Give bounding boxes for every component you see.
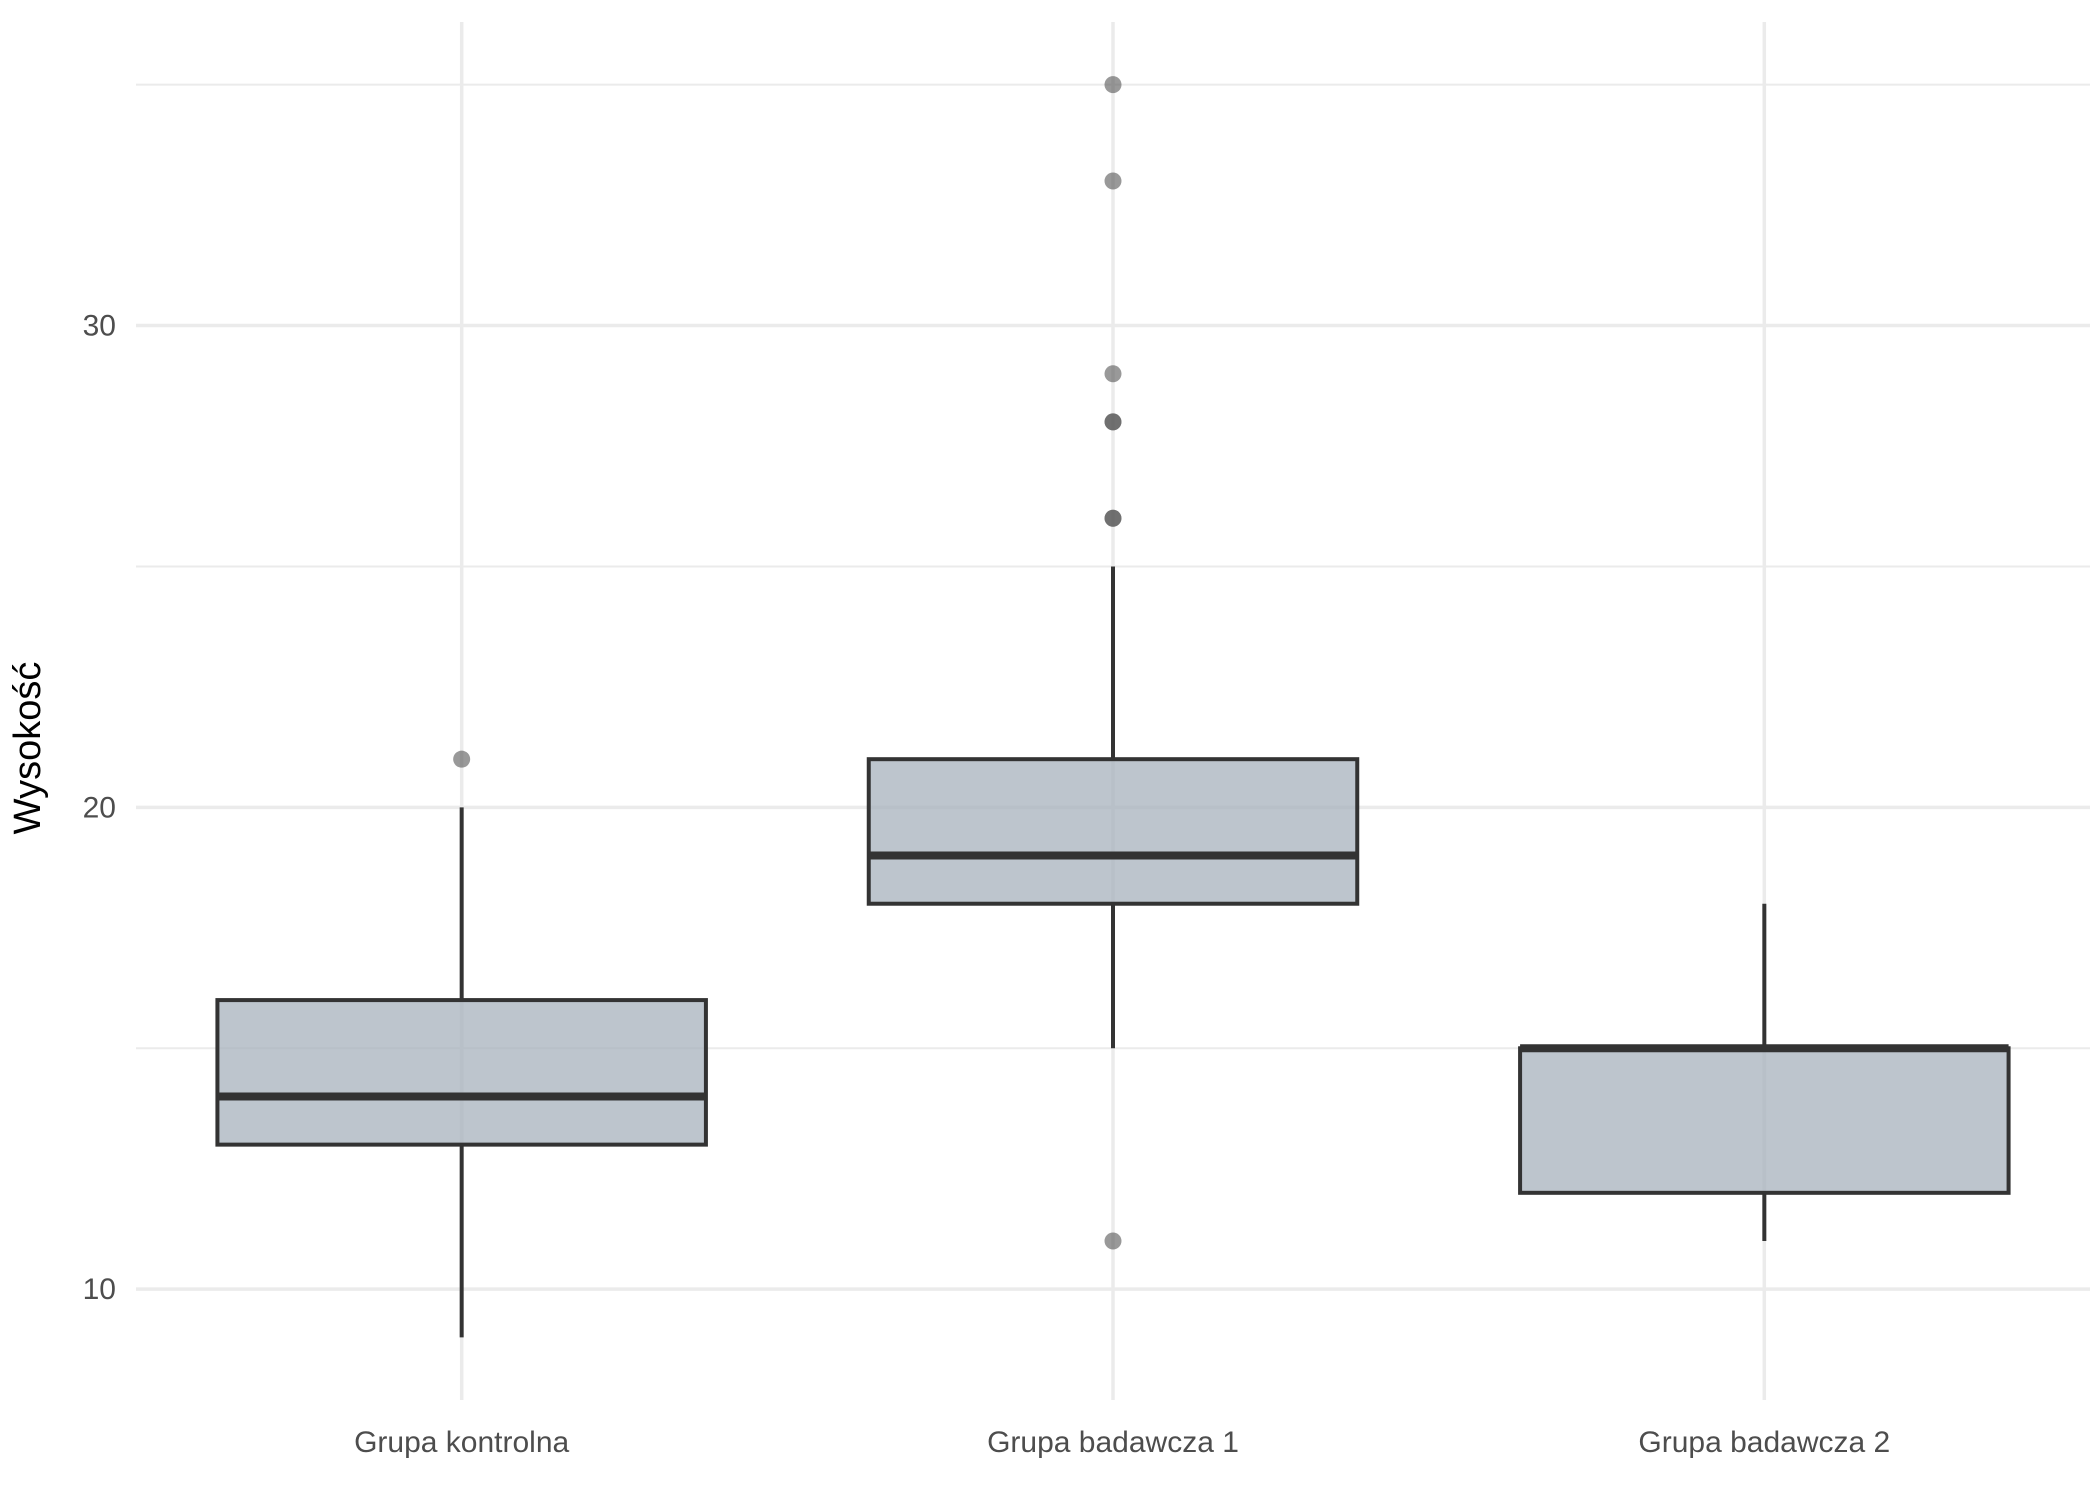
- y-tick-label: 30: [83, 310, 116, 343]
- outlier-point: [1104, 509, 1122, 527]
- outlier-point: [1104, 1232, 1122, 1250]
- box: [215, 998, 708, 1147]
- outlier-point: [453, 750, 471, 768]
- x-tick-label: Grupa badawcza 1: [987, 1426, 1239, 1459]
- box: [1518, 1046, 2011, 1195]
- y-tick-label: 10: [83, 1273, 116, 1306]
- x-tick-label: Grupa badawcza 2: [1638, 1426, 1890, 1459]
- box-group: [866, 566, 1360, 1049]
- y-axis-tick-labels: 10 20 30: [83, 310, 116, 1307]
- y-tick-label: 20: [83, 791, 116, 824]
- box-group: [1518, 903, 2011, 1241]
- outlier-point: [1104, 172, 1122, 190]
- box: [866, 757, 1360, 906]
- boxes: [215, 566, 2011, 1338]
- outlier-point: [1104, 365, 1122, 383]
- box-group: [215, 807, 708, 1338]
- outlier-point: [1104, 76, 1122, 94]
- x-axis-tick-labels: Grupa kontrolna Grupa badawcza 1 Grupa bad…: [354, 1426, 1890, 1459]
- x-tick-label: Grupa kontrolna: [354, 1426, 569, 1459]
- y-axis-title: Wysokość: [7, 662, 49, 835]
- outlier-point: [1104, 413, 1122, 431]
- outliers: [453, 76, 1122, 1250]
